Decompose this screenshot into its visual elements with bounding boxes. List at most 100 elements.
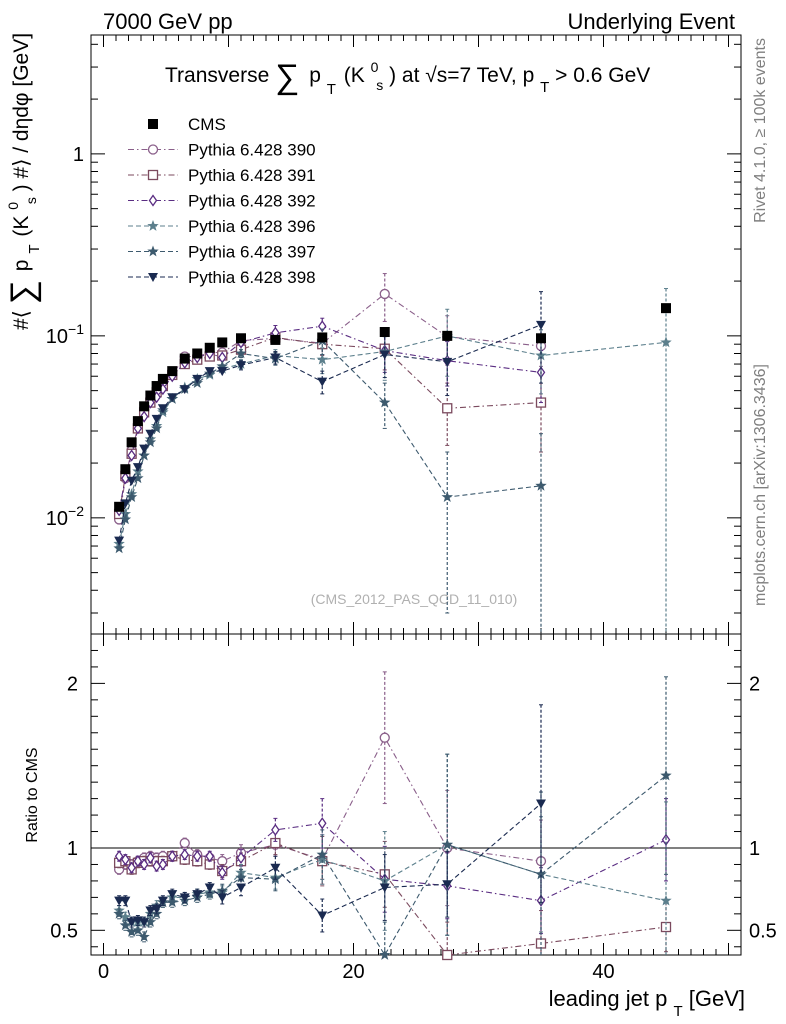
ratio-data-point bbox=[132, 924, 144, 936]
ratio-data-point bbox=[379, 883, 390, 893]
ratio-data-point bbox=[660, 769, 672, 781]
ratio-data-point bbox=[145, 906, 156, 916]
xlabel-b: [GeV] bbox=[689, 986, 745, 1011]
main-data-point bbox=[145, 429, 156, 439]
ylabel-a: #⟨ bbox=[10, 310, 33, 330]
main-data-point bbox=[661, 303, 671, 314]
ratio-data-point bbox=[379, 732, 390, 743]
ratio-data-point bbox=[236, 851, 246, 865]
main-data-point bbox=[217, 337, 228, 348]
main-data-point bbox=[379, 396, 391, 408]
ratio-data-point bbox=[119, 919, 132, 931]
main-data-point bbox=[270, 353, 281, 363]
main-series-line bbox=[118, 340, 542, 549]
ratio-y-tick-label: 0.5 bbox=[50, 920, 78, 942]
side-label-bottom: mcplots.cern.ch [arXiv:1306.3436] bbox=[752, 364, 769, 606]
main-data-point bbox=[127, 449, 136, 462]
ratio-panel-frame bbox=[90, 633, 742, 956]
legend-item: Pythia 6.428 391 bbox=[128, 166, 316, 185]
ylabel-s: s bbox=[23, 197, 39, 204]
main-series-pythia-6-428-398 bbox=[114, 291, 546, 546]
legend-marker bbox=[147, 220, 159, 231]
ratio-y-tick-label-right: 0.5 bbox=[749, 920, 777, 942]
title-t2: ) at √s=7 TeV, p bbox=[389, 64, 534, 87]
ratio-data-point bbox=[158, 858, 168, 871]
title-T2: T bbox=[540, 79, 549, 96]
main-data-point bbox=[179, 385, 190, 395]
ratio-data-point bbox=[204, 883, 215, 893]
ratio-data-point bbox=[204, 888, 216, 899]
ratio-y-tick-label: 1 bbox=[67, 838, 78, 860]
main-series-cms bbox=[114, 303, 671, 512]
ratio-data-point bbox=[316, 853, 328, 865]
ratio-data-point bbox=[442, 880, 453, 890]
ratio-data-point bbox=[180, 848, 190, 861]
ratio-data-point bbox=[316, 848, 328, 860]
xlabel-T: T bbox=[673, 1003, 682, 1020]
y-tick-exponent: −1 bbox=[68, 321, 84, 337]
main-data-point bbox=[317, 332, 328, 343]
ratio-data-point bbox=[205, 850, 215, 863]
ratio-data-point bbox=[192, 850, 202, 863]
ratio-data-point bbox=[179, 837, 190, 849]
main-data-point bbox=[204, 367, 215, 377]
ratio-data-point bbox=[270, 863, 281, 873]
legend-label: Pythia 6.428 397 bbox=[188, 243, 316, 262]
main-data-point bbox=[138, 449, 150, 461]
y-tick-label: 10−1 bbox=[46, 321, 84, 348]
main-data-point bbox=[236, 361, 246, 371]
title-t1: Transverse bbox=[165, 64, 269, 87]
ratio-data-point bbox=[125, 926, 138, 937]
ratio-data-point bbox=[236, 883, 246, 893]
legend-label: Pythia 6.428 398 bbox=[188, 268, 316, 287]
legend-marker bbox=[147, 245, 159, 257]
ratio-data-point bbox=[151, 904, 162, 914]
ylabel-zero: 0 bbox=[5, 202, 21, 210]
ratio-y-label: Ratio to CMS bbox=[24, 747, 41, 842]
legend-label: CMS bbox=[188, 115, 226, 134]
main-series-pythia-6-428-396 bbox=[113, 288, 672, 634]
ratio-data-point bbox=[138, 930, 150, 942]
legend-label: Pythia 6.428 392 bbox=[188, 192, 316, 211]
main-data-point bbox=[139, 401, 150, 412]
y-tick-exponent: −2 bbox=[68, 503, 84, 519]
main-data-point bbox=[114, 536, 125, 546]
ratio-data-point bbox=[216, 884, 228, 896]
ratio-data-point bbox=[217, 866, 227, 879]
main-y-label: #⟨ ∑ p T (K 0 s ) #⟩ / dηdφ [GeV] bbox=[0, 33, 44, 330]
main-data-point bbox=[192, 374, 203, 384]
x-tick-label: 0 bbox=[98, 961, 109, 983]
ratio-data-point bbox=[121, 853, 130, 866]
ratio-data-point bbox=[271, 823, 280, 837]
main-data-point bbox=[236, 333, 246, 344]
title-s: s bbox=[376, 77, 383, 93]
main-data-point bbox=[442, 357, 453, 367]
ratio-data-point bbox=[660, 894, 672, 906]
main-data-point bbox=[167, 393, 178, 403]
ratio-y-tick-label-right: 1 bbox=[749, 838, 760, 860]
title-t3: > 0.6 GeV bbox=[555, 64, 650, 87]
main-data-point bbox=[120, 464, 131, 475]
main-data-point bbox=[151, 381, 162, 392]
ratio-data-point bbox=[166, 896, 178, 908]
ratio-series-line bbox=[118, 775, 667, 957]
x-axis-label: leading jet p T [GeV] bbox=[549, 986, 745, 1021]
legend-item: Pythia 6.428 392 bbox=[128, 192, 316, 211]
main-series-pythia-6-428-391 bbox=[113, 331, 547, 520]
main-data-point bbox=[125, 491, 138, 502]
ratio-data-point bbox=[119, 911, 132, 922]
main-data-point bbox=[192, 348, 203, 359]
main-data-point bbox=[126, 437, 137, 448]
legend-marker bbox=[147, 144, 159, 155]
legend-item: Pythia 6.428 390 bbox=[128, 141, 316, 160]
ratio-data-point bbox=[113, 907, 125, 919]
legend-item: Pythia 6.428 396 bbox=[128, 217, 316, 236]
ratio-data-point bbox=[144, 916, 157, 927]
title-p: p bbox=[309, 64, 321, 87]
side-label-top: Rivet 4.1.0, ≥ 100k events bbox=[752, 38, 769, 223]
title-sum: ∑ bbox=[275, 58, 299, 96]
main-data-point bbox=[216, 360, 228, 372]
legend-label: Pythia 6.428 396 bbox=[188, 217, 316, 236]
ratio-data-point bbox=[133, 855, 143, 868]
